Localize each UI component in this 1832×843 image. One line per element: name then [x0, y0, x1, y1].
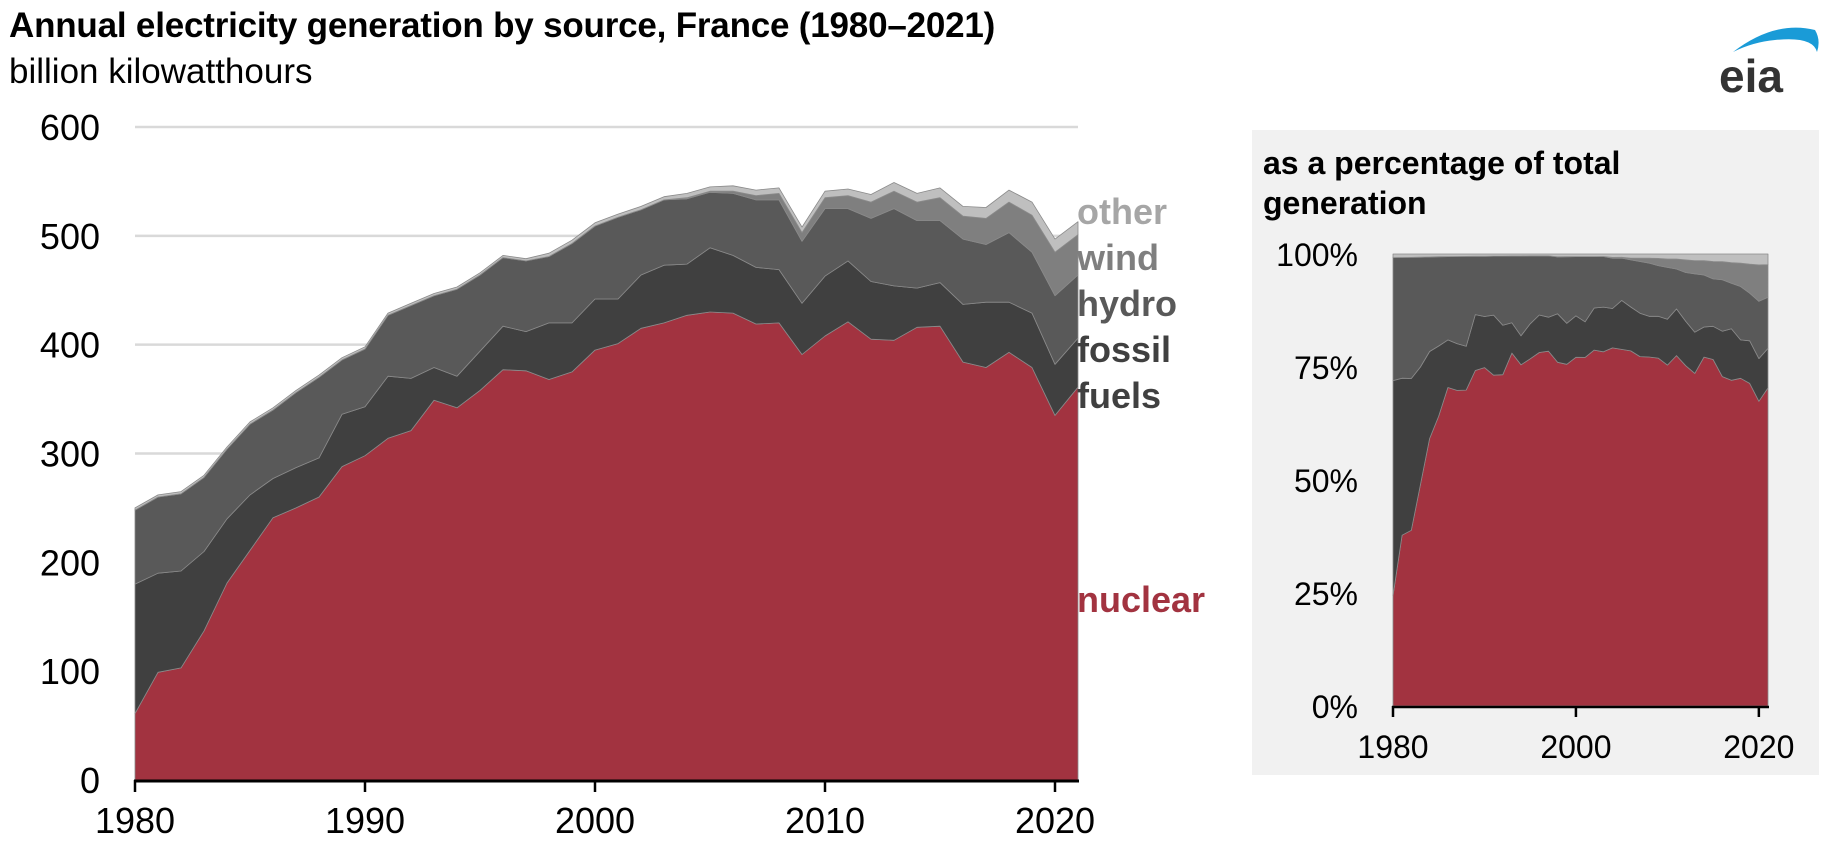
- pct-area-nuclear: [1392, 347, 1769, 707]
- y-tick-label: 200: [40, 542, 100, 583]
- x-tick-label: 2020: [1015, 800, 1095, 841]
- eia-logo: eia: [1719, 27, 1819, 97]
- pct-y-tick-label: 25%: [1294, 576, 1358, 612]
- percentage-panel-title: as a percentage of total generation: [1263, 143, 1620, 223]
- main-area-nuclear: [134, 311, 1079, 781]
- panel-title-line2: generation: [1263, 185, 1427, 221]
- legend-label-fossil: fossil: [1077, 329, 1172, 370]
- x-tick-label: 1980: [95, 800, 175, 841]
- y-tick-label: 500: [40, 216, 100, 257]
- x-tick-label: 2000: [555, 800, 635, 841]
- x-tick-label: 2010: [785, 800, 865, 841]
- panel-title-line1: as a percentage of total: [1263, 145, 1621, 181]
- pct-x-tick-label: 2000: [1540, 729, 1611, 765]
- legend-label-other: other: [1077, 191, 1167, 232]
- y-tick-label: 0: [80, 760, 100, 801]
- y-tick-label: 400: [40, 325, 100, 366]
- legend-label-nuclear: nuclear: [1077, 579, 1206, 620]
- pct-x-tick-label: 1980: [1357, 729, 1428, 765]
- pct-area-other: [1392, 253, 1769, 266]
- legend-label-hydro: hydro: [1077, 283, 1178, 324]
- y-tick-label: 100: [40, 651, 100, 692]
- main-area-other: [134, 182, 1079, 511]
- x-tick-label: 1990: [325, 800, 405, 841]
- pct-x-tick-label: 2020: [1723, 729, 1794, 765]
- legend-label-fuels: fuels: [1077, 375, 1162, 416]
- percentage-chart: 0% 25% 50% 75% 100% 1980 2000 2020: [1276, 237, 1794, 765]
- y-tick-label: 600: [40, 107, 100, 148]
- chart-title: Annual electricity generation by source,…: [9, 6, 996, 45]
- y-tick-label: 300: [40, 434, 100, 475]
- logo-text: eia: [1719, 50, 1783, 97]
- main-chart: 0 100 200 300 400 500 600 1980 1990 2000 2010 2020: [40, 107, 1095, 841]
- legend-label-wind: wind: [1077, 237, 1159, 278]
- logo-arc-icon: [1733, 27, 1819, 52]
- pct-y-tick-label: 75%: [1294, 350, 1358, 386]
- pct-y-tick-label: 50%: [1294, 463, 1358, 499]
- pct-y-tick-label: 100%: [1276, 237, 1358, 273]
- chart-subtitle: billion kilowatthours: [9, 52, 313, 91]
- pct-y-tick-label: 0%: [1312, 689, 1358, 725]
